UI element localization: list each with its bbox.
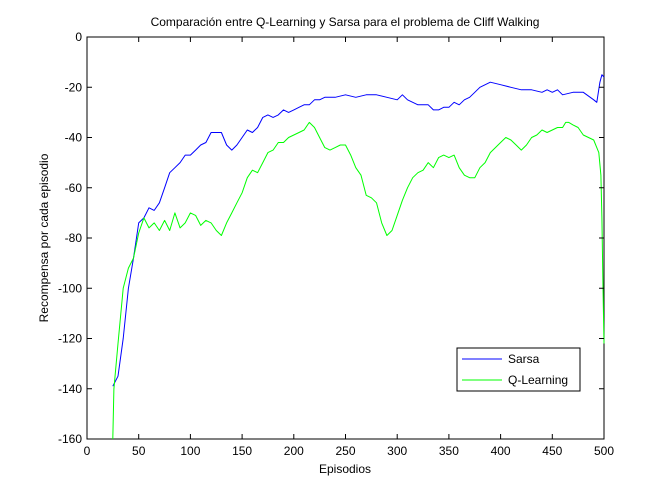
- x-tick-label: 300: [387, 444, 407, 458]
- legend-label-sarsa: Sarsa: [508, 352, 540, 366]
- x-tick-label: 50: [132, 444, 146, 458]
- y-tick-label: -140: [58, 382, 82, 396]
- legend-label-q-learning: Q-Learning: [508, 373, 568, 387]
- x-tick-label: 400: [491, 444, 511, 458]
- y-tick-label: -60: [65, 181, 83, 195]
- y-tick-label: -100: [58, 281, 82, 295]
- y-tick-label: -160: [58, 432, 82, 446]
- y-tick-label: -80: [65, 231, 83, 245]
- x-tick-label: 500: [594, 444, 614, 458]
- x-tick-label: 250: [335, 444, 355, 458]
- y-tick-label: -20: [65, 80, 83, 94]
- legend: Sarsa Q-Learning: [456, 347, 581, 392]
- series-line-q-learning: [112, 121, 605, 440]
- y-axis-title: Recompensa por cada episodio: [37, 153, 51, 322]
- chart-title: Comparación entre Q-Learning y Sarsa par…: [151, 15, 540, 29]
- series-line-sarsa: [112, 74, 605, 387]
- tick-layer: 0 50 100 150 200 250 300 350 400 450 500 -160 -140 -1…: [58, 30, 614, 458]
- x-tick-label: 350: [439, 444, 459, 458]
- x-axis-title: Episodios: [319, 462, 371, 476]
- legend-box: [456, 347, 581, 392]
- y-tick-label: 0: [75, 30, 82, 44]
- y-tick-label: -40: [65, 131, 83, 145]
- x-tick-label: 200: [284, 444, 304, 458]
- x-tick-label: 100: [180, 444, 200, 458]
- x-tick-label: 150: [232, 444, 252, 458]
- x-tick-label: 0: [84, 444, 91, 458]
- x-tick-label: 450: [542, 444, 562, 458]
- y-tick-label: -120: [58, 332, 82, 346]
- series-layer: [112, 74, 605, 440]
